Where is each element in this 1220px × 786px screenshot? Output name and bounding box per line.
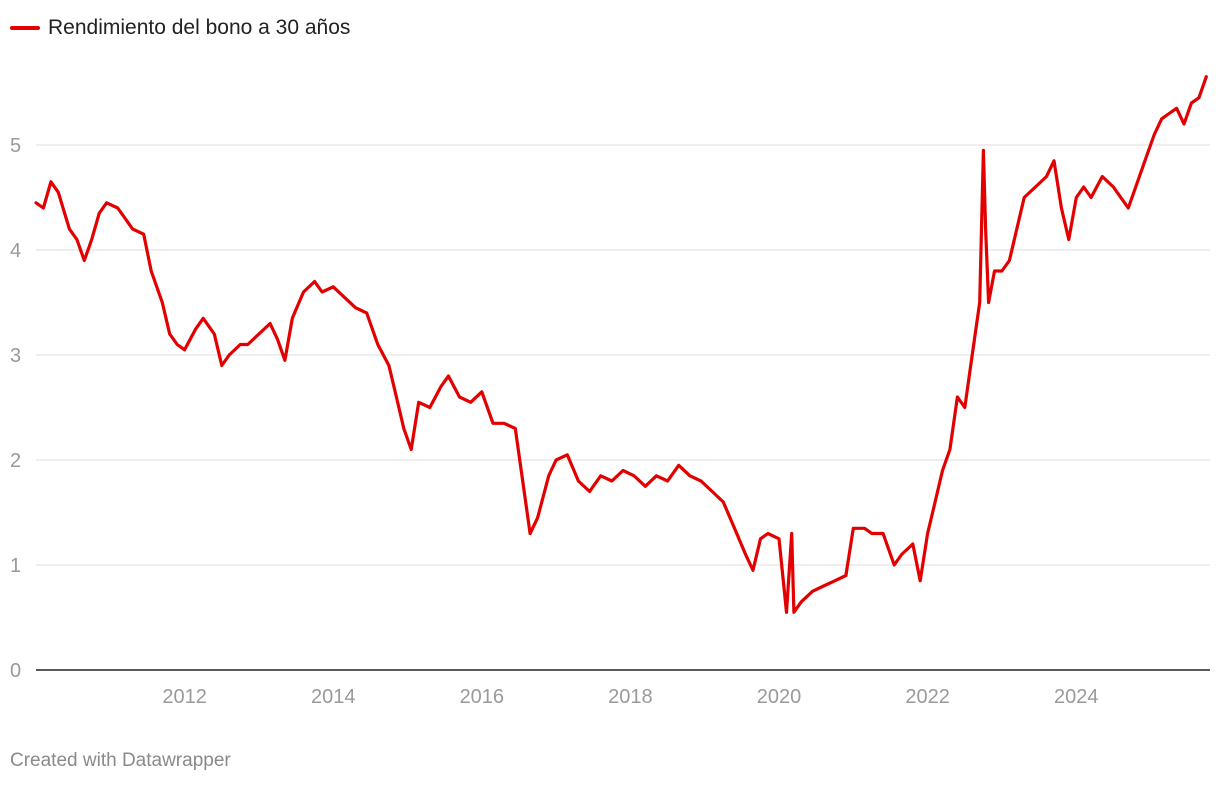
x-tick-label: 2022: [905, 686, 950, 708]
y-tick-label: 0: [10, 660, 21, 682]
x-tick-label: 2016: [460, 686, 505, 708]
legend: Rendimiento del bono a 30 años: [10, 16, 350, 40]
legend-label: Rendimiento del bono a 30 años: [48, 16, 351, 39]
x-tick-labels: 2012 2014 2016 2018 2020 2022 2024: [162, 686, 1098, 708]
x-tick-label: 2014: [311, 686, 356, 708]
y-tick-label: 4: [10, 240, 21, 262]
y-tick-label: 2: [10, 450, 21, 472]
y-tick-labels: 0 1 2 3 4 5: [10, 135, 21, 682]
y-tick-label: 1: [10, 555, 21, 577]
x-tick-label: 2020: [757, 686, 802, 708]
legend-swatch: [10, 26, 40, 30]
series-line: [34, 75, 1208, 614]
x-tick-label: 2012: [162, 686, 207, 708]
y-tick-label: 3: [10, 345, 21, 367]
x-tick-label: 2018: [608, 686, 653, 708]
grid-lines: [36, 144, 1210, 671]
x-tick-label: 2024: [1054, 686, 1099, 708]
footer-credit: Created with Datawrapper: [10, 750, 231, 771]
y-tick-label: 5: [10, 135, 21, 157]
series-layer: [34, 75, 1208, 614]
